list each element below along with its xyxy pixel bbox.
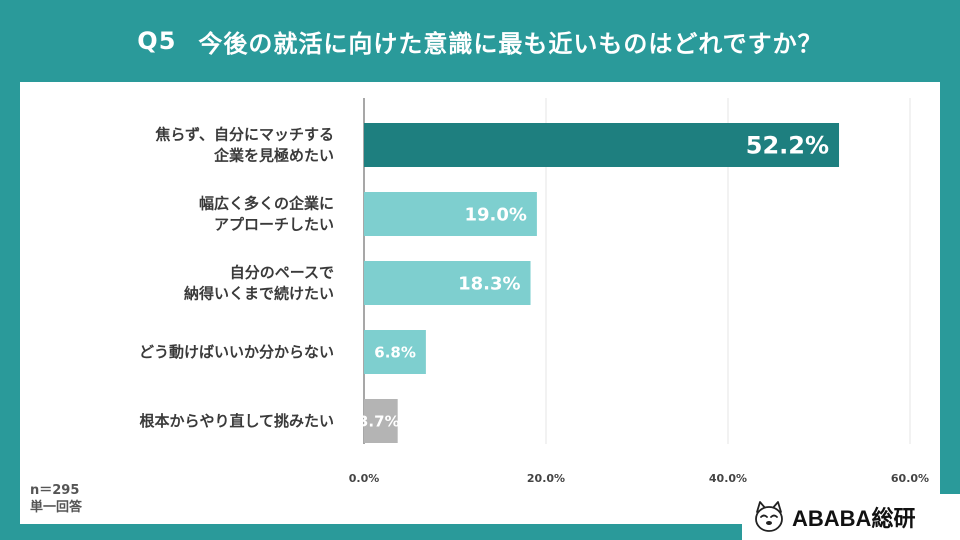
category-label: アプローチしたい <box>214 216 334 234</box>
x-tick-label: 60.0% <box>891 472 929 485</box>
chart-title: Q5 今後の就活に向けた意識に最も近いものはどれですか？ <box>0 0 960 82</box>
cat-mascot-icon <box>755 501 783 532</box>
category-label: 自分のペースで <box>230 264 334 282</box>
category-label: どう動けばいいか分からない <box>139 343 334 361</box>
bar <box>364 330 426 374</box>
category-label: 焦らず、自分にマッチする <box>154 126 334 144</box>
question-text: 今後の就活に向けた意識に最も近いものはどれですか？ <box>198 29 823 58</box>
data-label: 52.2% <box>746 132 829 160</box>
x-tick-label: 40.0% <box>709 472 747 485</box>
sample-size: n＝295 <box>30 483 80 498</box>
category-label: 納得いくまで続けたい <box>184 285 334 303</box>
category-label: 幅広く多くの企業に <box>199 195 334 213</box>
x-tick-label: 0.0% <box>349 472 380 485</box>
data-label: 19.0% <box>464 204 526 225</box>
chart-panel: 0.0% 20.0% 40.0% 60.0% 52.2% 焦らず、自分にマッチする企業を見… <box>20 82 940 524</box>
data-label: 3.7% <box>358 412 400 430</box>
answer-type: 単一回答 <box>30 500 83 515</box>
bar <box>364 261 531 305</box>
category-label: 根本からやり直して挑みたい <box>139 412 334 430</box>
bar <box>364 399 398 443</box>
question-number: Q5 <box>137 27 177 55</box>
bar-chart: 0.0% 20.0% 40.0% 60.0% 52.2% 焦らず、自分にマッチする企業を見… <box>139 98 929 485</box>
brand-logo: ABABA総研 <box>742 494 960 540</box>
category-label: 企業を見極めたい <box>213 147 334 165</box>
data-label: 6.8% <box>374 343 416 361</box>
bar <box>364 192 537 236</box>
data-label: 18.3% <box>458 273 520 294</box>
survey-notes: n＝295 単一回答 <box>30 482 82 516</box>
bar <box>364 123 840 167</box>
brand-name: ABABA総研 <box>792 506 916 531</box>
x-tick-label: 20.0% <box>527 472 565 485</box>
